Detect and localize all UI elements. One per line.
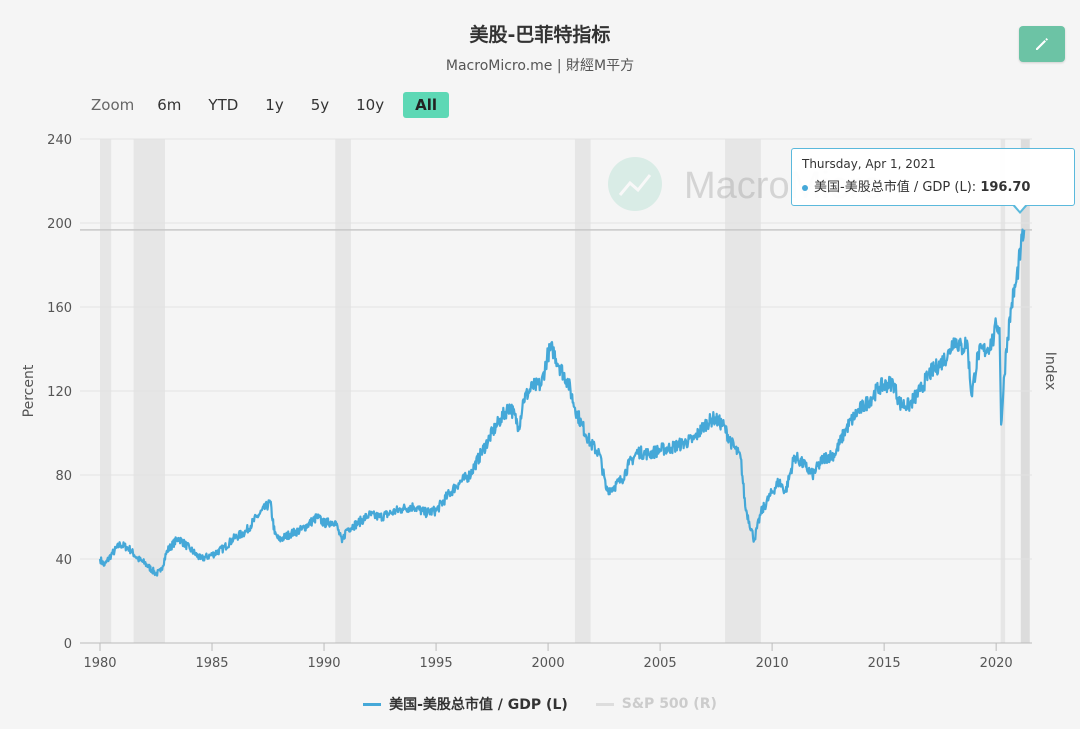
tooltip-date: Thursday, Apr 1, 2021 (802, 157, 936, 171)
y-axis-title: Percent (21, 364, 37, 417)
legend-item-market-cap-gdp[interactable]: 美国-美股总市值 / GDP (L) (363, 694, 568, 714)
x-tick-label-2020: 2020 (980, 656, 1013, 671)
x-tick-label-2005: 2005 (644, 656, 677, 671)
zoom-6m-button[interactable]: 6m (157, 96, 182, 114)
zoom-10y-button[interactable]: 10y (356, 96, 385, 114)
x-tick-label-2010: 2010 (756, 656, 789, 671)
zoom-5y-button[interactable]: 5y (310, 96, 330, 114)
y-tick-label-240: 240 (47, 133, 72, 148)
series-line-market-cap-gdp[interactable] (98, 228, 1026, 577)
edit-button[interactable] (1019, 26, 1065, 62)
legend-label: S&P 500 (R) (621, 696, 717, 712)
y-tick-label-80: 80 (55, 469, 72, 484)
legend-swatch (363, 702, 382, 706)
x-axis-ticks: 1980 1985 1990 1995 2000 2005 2010 2015 2020 (83, 643, 1013, 671)
legend: 美国-美股总市值 / GDP (L) S&P 500 (R) (0, 694, 1080, 714)
x-tick-label-1995: 1995 (420, 656, 453, 671)
watermark-logo-icon (608, 157, 662, 211)
tooltip: Thursday, Apr 1, 2021 美国-美股总市值 / GDP (L)… (791, 148, 1075, 206)
zoom-1y-button[interactable]: 1y (265, 96, 284, 114)
y-tick-label-200: 200 (47, 217, 72, 232)
legend-label: 美国-美股总市值 / GDP (L) (389, 697, 568, 713)
gridlines (80, 138, 1032, 560)
tooltip-arrow-inner (1014, 204, 1026, 211)
x-tick-label-2015: 2015 (868, 656, 901, 671)
x-tick-label-2000: 2000 (532, 656, 565, 671)
legend-swatch (595, 702, 614, 706)
tooltip-series-dot-icon (802, 184, 808, 191)
chart-subtitle: MacroMicro.me | 財經M平方 (445, 58, 635, 74)
chart-title: 美股-巴菲特指标 (469, 24, 611, 46)
y-tick-label-40: 40 (55, 553, 72, 568)
zoom-all-button[interactable]: All (403, 92, 450, 118)
y-tick-label-160: 160 (47, 301, 72, 316)
watermark-logo-line (618, 174, 652, 196)
y-tick-label-120: 120 (47, 385, 72, 400)
tooltip-value: 196.70 (980, 180, 1031, 195)
tooltip-series-name: 美国-美股总市值 / GDP (L): (814, 180, 977, 195)
y-tick-label-0: 0 (64, 637, 72, 652)
y2-axis-title: Index (1042, 352, 1058, 391)
tooltip-row: 美国-美股总市值 / GDP (L): 196.70 (802, 176, 1064, 195)
zoom-label: Zoom (91, 96, 135, 114)
y-axis-ticks: 0 40 80 120 160 200 240 (47, 133, 72, 652)
zoom-bar: Zoom 6m YTD 1y 5y 10y All (91, 90, 460, 120)
x-tick-label-1985: 1985 (195, 656, 228, 671)
zoom-ytd-button[interactable]: YTD (208, 96, 239, 114)
x-tick-label-1990: 1990 (307, 656, 340, 671)
legend-item-sp500[interactable]: S&P 500 (R) (595, 694, 717, 714)
x-tick-label-1980: 1980 (83, 656, 116, 671)
pencil-icon (1036, 38, 1048, 50)
